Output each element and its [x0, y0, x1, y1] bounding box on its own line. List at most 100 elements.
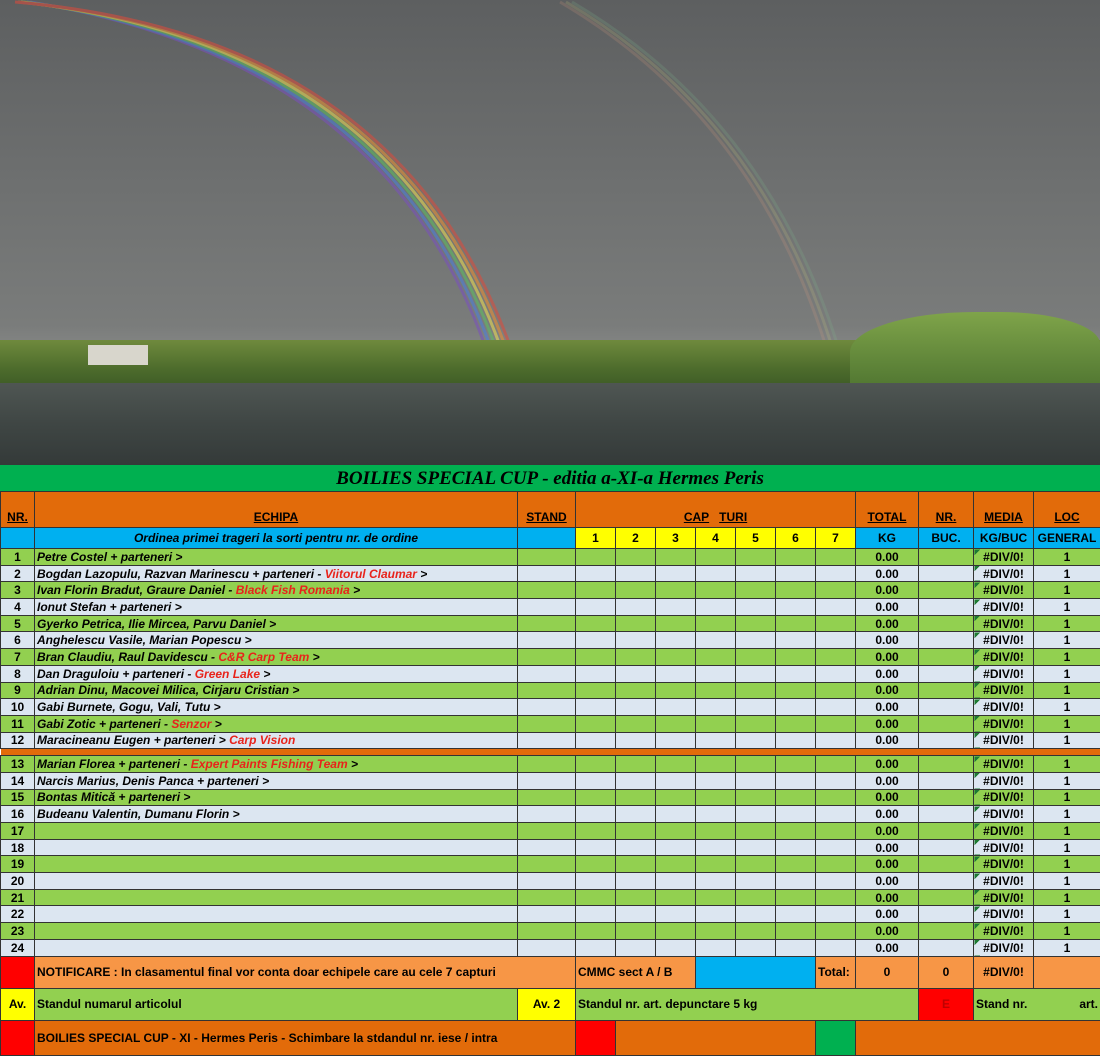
team-cell[interactable] — [34, 938, 518, 957]
tura-cell[interactable] — [735, 788, 776, 807]
tura-cell[interactable] — [655, 838, 696, 857]
tura-cell[interactable] — [695, 872, 736, 890]
nr-buc-cell[interactable] — [918, 905, 974, 924]
tura-cell[interactable] — [615, 755, 656, 773]
table-row[interactable]: 15 Bontas Mitică + parteneri > 0.00 #DIV/0!… — [0, 788, 1100, 807]
tura-cell[interactable] — [655, 771, 696, 790]
tura-cell[interactable] — [575, 731, 616, 750]
tura-cell[interactable] — [775, 564, 816, 583]
tura-cell[interactable] — [615, 564, 656, 583]
stand-cell[interactable] — [517, 598, 576, 616]
tura-cell[interactable] — [775, 698, 816, 716]
nr-buc-cell[interactable] — [918, 822, 974, 840]
tura-cell[interactable] — [695, 581, 736, 600]
tura-cell[interactable] — [655, 905, 696, 924]
table-row[interactable]: 1 Petre Costel + parteneri >0.00 #DIV/0! 1 — [0, 548, 1100, 566]
tura-cell[interactable] — [655, 805, 696, 823]
nr-buc-cell[interactable] — [918, 548, 974, 566]
tura-cell[interactable] — [695, 805, 736, 823]
tura-cell[interactable] — [695, 548, 736, 566]
team-cell[interactable]: Gabi Zotic + parteneri - Senzor > — [34, 714, 518, 733]
stand-cell[interactable] — [517, 698, 576, 716]
tura-cell[interactable] — [735, 922, 776, 940]
tura-cell[interactable] — [615, 598, 656, 616]
tura-cell[interactable] — [655, 681, 696, 700]
tura-cell[interactable] — [575, 564, 616, 583]
tura-cell[interactable] — [695, 648, 736, 666]
nr-buc-cell[interactable] — [918, 872, 974, 890]
team-cell[interactable]: Marian Florea + parteneri - Expert Paint… — [34, 755, 518, 773]
stand-cell[interactable] — [517, 888, 576, 907]
tura-cell[interactable] — [575, 771, 616, 790]
stand-cell[interactable] — [517, 648, 576, 666]
tura-cell[interactable] — [655, 698, 696, 716]
tura-cell[interactable] — [815, 888, 856, 907]
tura-cell[interactable] — [615, 822, 656, 840]
tura-cell[interactable] — [575, 822, 616, 840]
tura-cell[interactable] — [815, 664, 856, 683]
tura-cell[interactable] — [775, 855, 816, 874]
table-row[interactable]: 13 Marian Florea + parteneri - Expert Pai… — [0, 755, 1100, 773]
stand-cell[interactable] — [517, 905, 576, 924]
tura-cell[interactable] — [815, 614, 856, 633]
nr-buc-cell[interactable] — [918, 631, 974, 650]
schimbare-field[interactable] — [615, 1019, 816, 1056]
tura-cell[interactable] — [615, 581, 656, 600]
tura-cell[interactable] — [735, 664, 776, 683]
tura-cell[interactable] — [615, 681, 656, 700]
table-row[interactable]: 18 0.00 #DIV/0! 1 — [0, 838, 1100, 857]
tura-cell[interactable] — [735, 731, 776, 750]
team-cell[interactable]: Anghelescu Vasile, Marian Popescu > — [34, 631, 518, 650]
table-row[interactable]: 6 Anghelescu Vasile, Marian Popescu > 0.00… — [0, 631, 1100, 650]
tura-cell[interactable] — [695, 922, 736, 940]
stand-cell[interactable] — [517, 614, 576, 633]
tura-cell[interactable] — [655, 855, 696, 874]
nr-buc-cell[interactable] — [918, 755, 974, 773]
tura-cell[interactable] — [815, 822, 856, 840]
tura-cell[interactable] — [655, 631, 696, 650]
tura-cell[interactable] — [735, 714, 776, 733]
tura-cell[interactable] — [695, 838, 736, 857]
tura-cell[interactable] — [655, 731, 696, 750]
tura-cell[interactable] — [695, 888, 736, 907]
tura-cell[interactable] — [575, 631, 616, 650]
tura-cell[interactable] — [695, 598, 736, 616]
tura-cell[interactable] — [735, 755, 776, 773]
tura-cell[interactable] — [815, 598, 856, 616]
stand-cell[interactable] — [517, 681, 576, 700]
tura-cell[interactable] — [735, 805, 776, 823]
stand-cell[interactable] — [517, 822, 576, 840]
tura-cell[interactable] — [695, 714, 736, 733]
team-cell[interactable]: Gyerko Petrica, Ilie Mircea, Parvu Danie… — [34, 614, 518, 633]
nr-buc-cell[interactable] — [918, 888, 974, 907]
tura-cell[interactable] — [695, 905, 736, 924]
tura-cell[interactable] — [655, 755, 696, 773]
tura-cell[interactable] — [655, 598, 696, 616]
tura-cell[interactable] — [695, 614, 736, 633]
tura-cell[interactable] — [735, 888, 776, 907]
tura-cell[interactable] — [615, 614, 656, 633]
tura-cell[interactable] — [655, 872, 696, 890]
team-cell[interactable] — [34, 872, 518, 890]
tura-cell[interactable] — [735, 838, 776, 857]
tura-cell[interactable] — [575, 938, 616, 957]
tura-cell[interactable] — [615, 938, 656, 957]
tura-cell[interactable] — [655, 714, 696, 733]
tura-cell[interactable] — [815, 855, 856, 874]
table-row[interactable]: 19 0.00 #DIV/0! 1 — [0, 855, 1100, 874]
tura-cell[interactable] — [615, 855, 656, 874]
tura-cell[interactable] — [575, 872, 616, 890]
tura-cell[interactable] — [735, 905, 776, 924]
tura-cell[interactable] — [815, 631, 856, 650]
tura-cell[interactable] — [575, 664, 616, 683]
tura-cell[interactable] — [735, 872, 776, 890]
team-cell[interactable] — [34, 922, 518, 940]
nr-buc-cell[interactable] — [918, 681, 974, 700]
tura-cell[interactable] — [575, 581, 616, 600]
table-row[interactable]: 12 Maracineanu Eugen + parteneri > Carp V… — [0, 731, 1100, 750]
stand-cell[interactable] — [517, 805, 576, 823]
tura-cell[interactable] — [815, 698, 856, 716]
nr-buc-cell[interactable] — [918, 805, 974, 823]
tura-cell[interactable] — [575, 922, 616, 940]
team-cell[interactable] — [34, 838, 518, 857]
